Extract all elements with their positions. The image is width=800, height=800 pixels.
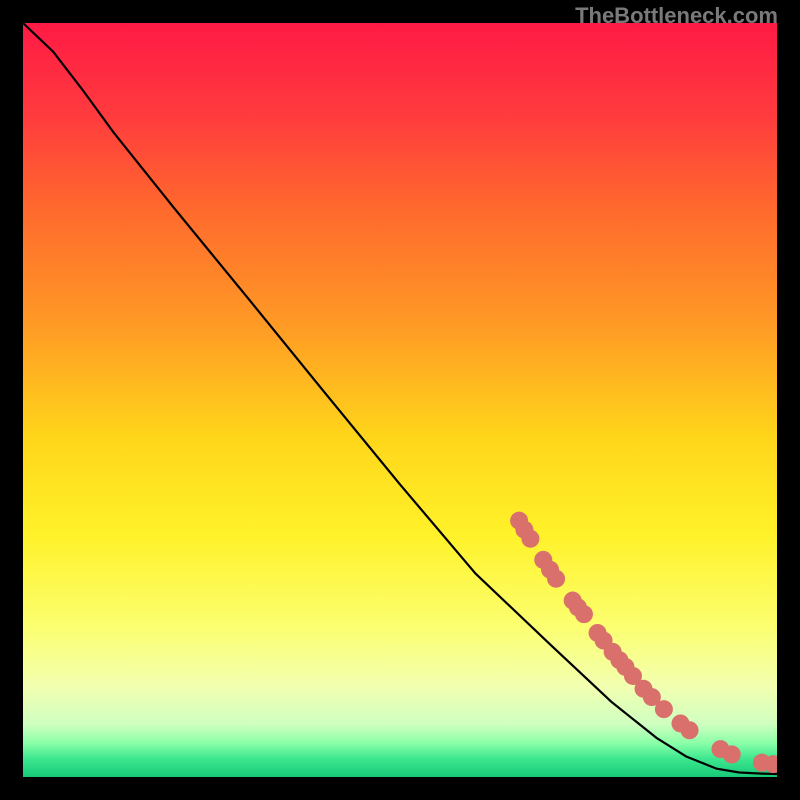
marker-dot xyxy=(547,570,565,588)
marker-dot xyxy=(681,721,699,739)
marker-dot xyxy=(655,700,673,718)
marker-dot xyxy=(575,605,593,623)
plot-background xyxy=(23,23,777,777)
chart-container: TheBottleneck.com xyxy=(0,0,800,800)
plot-area xyxy=(23,23,777,777)
marker-dot xyxy=(521,530,539,548)
watermark-label: TheBottleneck.com xyxy=(575,3,778,29)
marker-dot xyxy=(723,745,741,763)
